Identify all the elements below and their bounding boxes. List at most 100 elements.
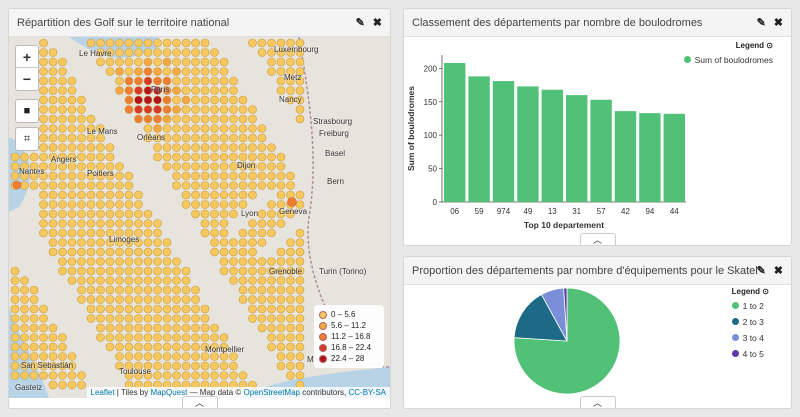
map-marker[interactable] — [58, 238, 67, 247]
map-marker[interactable] — [181, 361, 191, 371]
map-marker[interactable] — [124, 105, 134, 114]
map-marker[interactable] — [286, 57, 295, 67]
map-marker[interactable] — [134, 352, 143, 361]
map-marker[interactable] — [257, 38, 267, 48]
map-marker[interactable] — [96, 124, 105, 133]
map-marker[interactable] — [124, 238, 134, 247]
map-marker[interactable] — [67, 152, 77, 162]
map-marker[interactable] — [172, 48, 181, 57]
map-marker[interactable] — [86, 219, 96, 228]
map-marker[interactable] — [191, 323, 200, 333]
map-marker[interactable] — [229, 133, 238, 143]
map-marker[interactable] — [162, 105, 172, 114]
map-marker[interactable] — [96, 200, 105, 209]
map-marker[interactable] — [248, 247, 257, 257]
map-marker[interactable] — [143, 95, 153, 105]
map-marker[interactable] — [210, 371, 219, 380]
map-marker[interactable] — [115, 361, 124, 371]
map-marker[interactable] — [248, 114, 257, 124]
map-marker[interactable] — [162, 152, 172, 162]
map-marker[interactable] — [39, 133, 48, 143]
bar[interactable] — [492, 81, 515, 202]
map-marker[interactable] — [67, 371, 77, 380]
map-marker[interactable] — [86, 143, 96, 152]
map-marker[interactable] — [105, 190, 115, 200]
map-marker[interactable] — [10, 361, 20, 371]
map-marker[interactable] — [229, 361, 238, 371]
map-marker[interactable] — [124, 67, 134, 76]
map-marker[interactable] — [295, 95, 305, 105]
map-marker[interactable] — [200, 171, 210, 181]
map-marker[interactable] — [20, 342, 29, 352]
map-marker[interactable] — [29, 323, 39, 333]
pie-legend-item[interactable]: 2 to 3 — [731, 315, 769, 328]
map-marker[interactable] — [115, 257, 124, 266]
osm-link[interactable]: OpenStreetMap — [243, 388, 300, 397]
close-icon[interactable]: ✖ — [773, 265, 783, 277]
map-marker[interactable] — [124, 304, 134, 314]
map-marker[interactable] — [229, 190, 238, 200]
map-marker[interactable] — [257, 228, 267, 238]
map-marker[interactable] — [58, 143, 67, 152]
map-marker[interactable] — [191, 304, 200, 314]
map-marker[interactable] — [58, 228, 67, 238]
map-marker[interactable] — [134, 361, 143, 371]
map-marker[interactable] — [39, 323, 48, 333]
map-marker[interactable] — [257, 143, 267, 152]
map-marker[interactable] — [77, 124, 86, 133]
map-marker[interactable] — [276, 209, 286, 219]
map-marker[interactable] — [153, 124, 162, 133]
map-marker[interactable] — [219, 57, 229, 67]
map-marker[interactable] — [86, 238, 96, 247]
map-marker[interactable] — [134, 314, 143, 323]
map-marker[interactable] — [96, 295, 105, 304]
map-marker[interactable] — [105, 181, 115, 190]
map-marker[interactable] — [105, 200, 115, 209]
map-marker[interactable] — [20, 171, 29, 181]
map-marker[interactable] — [58, 181, 67, 190]
map-marker[interactable] — [77, 95, 86, 105]
map-marker[interactable] — [86, 124, 96, 133]
map-marker[interactable] — [20, 304, 29, 314]
map-marker[interactable] — [96, 285, 105, 295]
map-marker[interactable] — [29, 361, 39, 371]
map-marker[interactable] — [276, 190, 286, 200]
map-marker[interactable] — [200, 371, 210, 380]
map-marker[interactable] — [219, 95, 229, 105]
map-marker[interactable] — [219, 105, 229, 114]
map-marker[interactable] — [229, 171, 238, 181]
map-marker[interactable] — [134, 247, 143, 257]
map-marker[interactable] — [124, 181, 134, 190]
map-marker[interactable] — [58, 247, 67, 257]
map-marker[interactable] — [124, 342, 134, 352]
map-marker[interactable] — [39, 152, 48, 162]
map-marker[interactable] — [257, 257, 267, 266]
map-marker[interactable] — [200, 143, 210, 152]
map-marker[interactable] — [39, 95, 48, 105]
map-marker[interactable] — [172, 304, 181, 314]
map-marker[interactable] — [58, 371, 67, 380]
map-marker[interactable] — [229, 200, 238, 209]
bar[interactable] — [444, 63, 466, 202]
map-marker[interactable] — [162, 124, 172, 133]
map-marker[interactable] — [143, 219, 153, 228]
map-marker[interactable] — [115, 57, 124, 67]
map-marker[interactable] — [48, 162, 58, 171]
map-marker[interactable] — [20, 314, 29, 323]
map-marker[interactable] — [238, 276, 248, 285]
map-marker[interactable] — [67, 162, 77, 171]
map-marker[interactable] — [105, 247, 115, 257]
map-marker[interactable] — [162, 238, 172, 247]
map-marker[interactable] — [257, 276, 267, 285]
map-marker[interactable] — [134, 304, 143, 314]
map-marker[interactable] — [153, 371, 162, 380]
map-marker[interactable] — [96, 314, 105, 323]
map-marker[interactable] — [162, 38, 172, 48]
map-marker[interactable] — [48, 124, 58, 133]
bar-legend-item[interactable]: Sum of boulodromes — [683, 53, 773, 66]
map-marker[interactable] — [295, 371, 305, 380]
map-marker[interactable] — [162, 333, 172, 342]
map-marker[interactable] — [143, 124, 153, 133]
map-marker[interactable] — [86, 114, 96, 124]
map-marker[interactable] — [10, 371, 20, 380]
